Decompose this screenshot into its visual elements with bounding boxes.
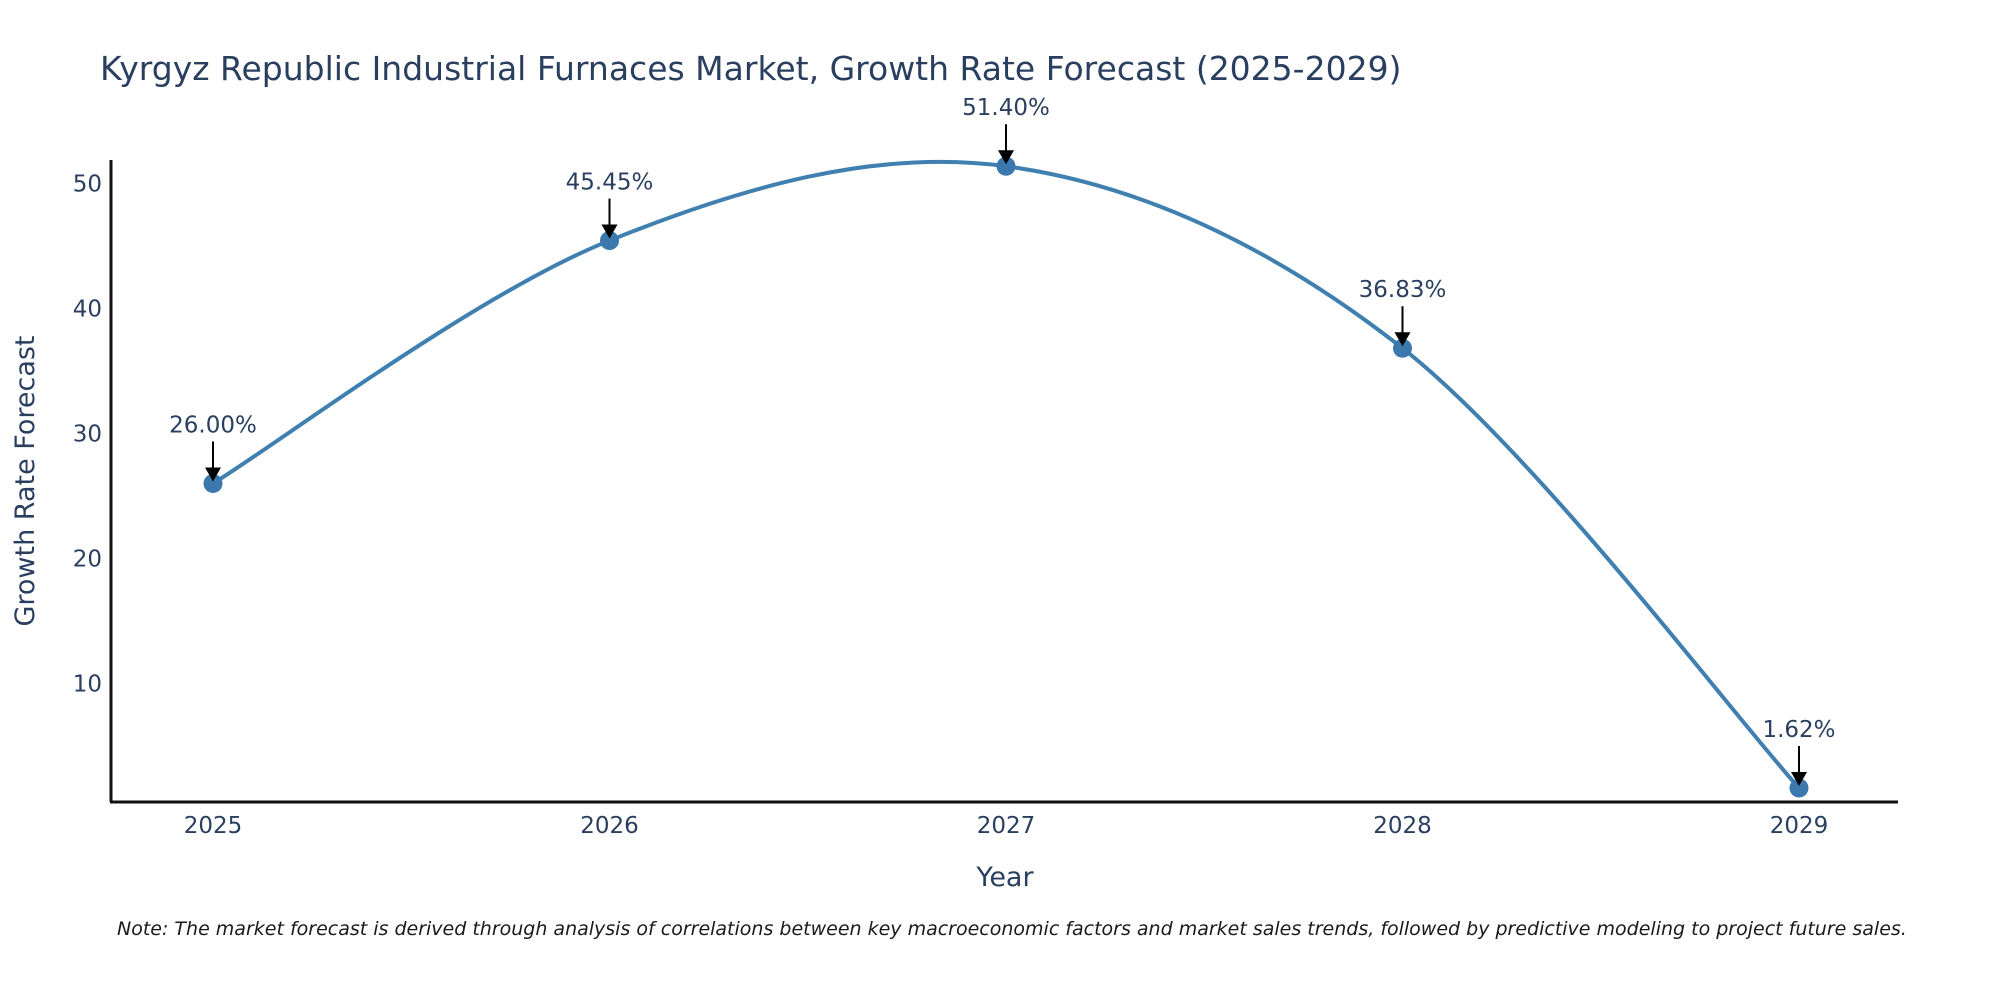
footnote: Note: The market forecast is derived thr…: [117, 918, 1907, 940]
data-markers: [203, 156, 1809, 798]
y-tick-labels: 10 20 30 40 50: [73, 172, 102, 698]
x-tick-label: 2027: [977, 813, 1036, 839]
y-tick-label: 30: [73, 422, 102, 448]
series-line: [211, 159, 1801, 790]
annotation-arrowhead: [998, 150, 1014, 165]
x-tick-label: 2028: [1373, 813, 1432, 839]
data-label: 51.40%: [962, 95, 1050, 121]
data-label: 45.45%: [566, 170, 654, 196]
annotation-arrowhead: [1791, 772, 1807, 787]
data-point-2027: [996, 156, 1016, 176]
x-axis-title: Year: [975, 862, 1034, 893]
y-tick-label: 10: [73, 671, 102, 697]
y-tick-label: 40: [73, 297, 102, 323]
x-tick-labels: 2025 2026 2027 2028 2029: [184, 813, 1829, 839]
annotation-2025: 26.00%: [169, 412, 257, 482]
chart-title: Kyrgyz Republic Industrial Furnaces Mark…: [100, 49, 1401, 88]
annotation-arrowhead: [601, 224, 618, 239]
y-tick-label: 20: [73, 546, 102, 572]
annotation-2029: 1.62%: [1762, 717, 1836, 787]
x-tick-label: 2029: [1770, 813, 1829, 839]
annotation-2027: 51.40%: [962, 95, 1050, 165]
y-axis-title: Growth Rate Forecast: [10, 335, 41, 626]
annotation-2026: 45.45%: [566, 170, 654, 239]
data-point-2028: [1393, 338, 1412, 358]
data-point-2029: [1789, 778, 1809, 798]
data-point-2026: [600, 231, 619, 251]
x-tick-label: 2026: [580, 813, 639, 839]
annotation-2028: 36.83%: [1359, 277, 1447, 347]
data-point-2025: [203, 473, 223, 493]
annotation-arrowhead: [205, 467, 221, 482]
annotation-arrowhead: [1394, 332, 1411, 347]
x-tick-label: 2025: [184, 813, 243, 839]
data-annotations: 26.00% 45.45% 51.40% 36.83% 1.62%: [169, 95, 1836, 787]
y-tick-label: 50: [73, 172, 102, 198]
data-label: 26.00%: [169, 412, 257, 438]
data-label: 36.83%: [1359, 277, 1447, 303]
data-label: 1.62%: [1762, 717, 1835, 743]
